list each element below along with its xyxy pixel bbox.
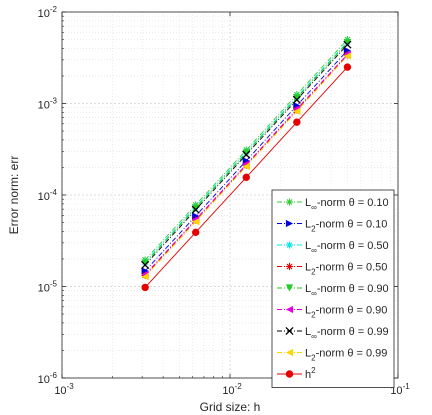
legend-marker (285, 241, 294, 249)
data-point (343, 63, 352, 71)
legend-label: h2 (305, 366, 316, 381)
series-layer (141, 35, 352, 292)
x-axis-label: Grid size: h (200, 400, 261, 414)
legend: L∞-norm θ = 0.10 L2-norm θ = 0.10 L∞-norm … (271, 189, 395, 388)
legend-item: L2-norm θ = 0.90 (277, 305, 387, 320)
legend-label: L∞-norm θ = 0.50 (305, 240, 389, 255)
legend-item: h2 (277, 366, 316, 381)
data-point (343, 39, 352, 47)
y-axis-label: Error norm: err (7, 156, 21, 235)
data-point (343, 46, 352, 55)
y-tick-label: 10-5 (38, 280, 58, 295)
data-point (293, 94, 301, 102)
data-point (242, 162, 250, 171)
data-point (141, 267, 149, 275)
data-point (191, 205, 200, 214)
legend-marker (285, 370, 294, 378)
data-point (293, 107, 301, 115)
marker-stroke (285, 326, 294, 336)
legend-item: L∞-norm θ = 0.90 (277, 283, 389, 298)
y-tick-label: 10-6 (38, 371, 58, 386)
legend-item: L∞-norm θ = 0.50 (277, 240, 389, 255)
data-point (293, 118, 301, 126)
marker-stroke (141, 260, 150, 270)
y-tick-label: 10-4 (38, 188, 58, 203)
legend-item: L2-norm θ = 0.99 (277, 348, 387, 363)
series-9 (141, 63, 352, 292)
data-point (192, 218, 200, 226)
legend-item: L2-norm θ = 0.10 (277, 219, 387, 234)
marker-stroke (286, 263, 293, 270)
legend-marker (285, 219, 294, 228)
legend-marker (285, 348, 294, 357)
legend-label: L∞-norm θ = 0.90 (305, 283, 389, 298)
legend-item: L2-norm θ = 0.50 (277, 262, 387, 277)
data-point (141, 273, 149, 281)
legend-marker (285, 326, 294, 336)
legend-label: L2-norm θ = 0.90 (305, 305, 387, 320)
legend-label: L∞-norm θ = 0.10 (305, 197, 389, 212)
series-5 (141, 39, 352, 267)
x-tick-label: 10-2 (222, 382, 242, 397)
legend-marker (285, 262, 294, 271)
series-7 (141, 40, 352, 270)
legend-label: L∞-norm θ = 0.99 (305, 326, 389, 341)
marker-stroke (242, 150, 251, 159)
y-tick-label: 10-2 (38, 5, 58, 20)
data-point (141, 259, 149, 267)
data-point (141, 260, 150, 270)
ticks-layer: 10-3 10-2 10-1 10-6 10-5 10-4 10-3 10-2 (38, 5, 411, 397)
legend-label: L2-norm θ = 0.99 (305, 348, 387, 363)
marker-stroke (286, 199, 293, 205)
marker-stroke (343, 40, 352, 49)
legend-item: L∞-norm θ = 0.99 (277, 326, 389, 341)
series-8 (141, 52, 352, 281)
data-point (141, 283, 149, 292)
data-point (192, 228, 200, 237)
data-point (343, 40, 352, 49)
data-point (242, 157, 250, 165)
data-point (242, 149, 250, 157)
legend-marker (285, 305, 294, 314)
data-point (242, 150, 251, 159)
data-point (242, 173, 250, 182)
legend-item: L∞-norm θ = 0.10 (277, 197, 389, 212)
marker-stroke (191, 205, 200, 214)
data-point (343, 52, 352, 60)
legend-marker (285, 198, 294, 206)
data-point (192, 204, 200, 212)
data-point (293, 101, 301, 110)
marker-stroke (286, 242, 293, 248)
x-tick-label: 10-1 (390, 382, 410, 397)
legend-marker (285, 284, 294, 292)
legend-label: L2-norm θ = 0.10 (305, 219, 387, 234)
x-tick-label: 10-3 (54, 382, 74, 397)
y-tick-label: 10-3 (38, 97, 58, 112)
marker-stroke (292, 95, 301, 104)
legend-label: L2-norm θ = 0.50 (305, 262, 387, 277)
data-point (292, 95, 301, 104)
